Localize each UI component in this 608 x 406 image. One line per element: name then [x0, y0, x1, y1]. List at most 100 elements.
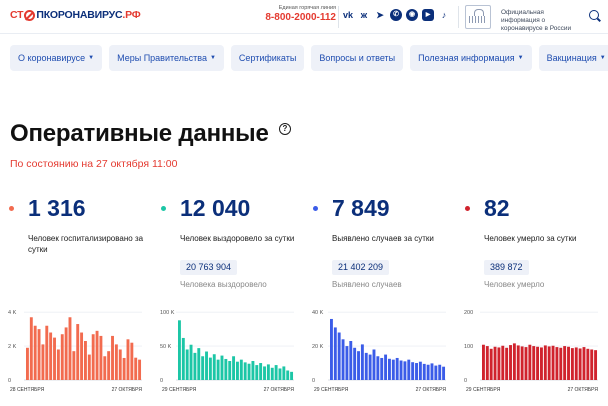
nav-item-1[interactable]: Меры Правительства ▼	[109, 45, 224, 71]
chart-bar[interactable]	[586, 348, 590, 380]
chart-bar[interactable]	[236, 361, 239, 380]
chart-bar[interactable]	[247, 363, 251, 380]
chart-bar[interactable]	[274, 365, 278, 380]
chart-bar[interactable]	[56, 349, 60, 380]
chart-bar[interactable]	[493, 346, 497, 380]
chart-bar[interactable]	[399, 360, 403, 381]
chart-bar[interactable]	[524, 347, 528, 380]
chart-bar[interactable]	[376, 356, 380, 380]
chart-bar[interactable]	[512, 343, 516, 380]
chart-bar[interactable]	[87, 354, 91, 380]
chart-bar[interactable]	[212, 354, 216, 380]
chart-bar[interactable]	[345, 346, 349, 380]
chart-bar[interactable]	[372, 349, 376, 380]
chart-bar[interactable]	[594, 350, 598, 380]
chart-bar[interactable]	[26, 347, 29, 380]
viber-icon[interactable]: ✆	[390, 9, 402, 21]
chart-bar[interactable]	[357, 351, 360, 380]
chart-bar[interactable]	[205, 351, 208, 380]
chart-bar[interactable]	[567, 346, 570, 380]
hotline-phone-link[interactable]: 8-800-2000-112	[265, 12, 336, 23]
chart-bar[interactable]	[126, 339, 130, 380]
government-emblem-icon[interactable]	[465, 5, 491, 29]
chart-bar[interactable]	[364, 352, 368, 380]
chart-bar[interactable]	[485, 346, 489, 380]
chart-bar[interactable]	[391, 359, 395, 380]
chart-bar[interactable]	[107, 351, 111, 380]
chart-bar[interactable]	[582, 347, 586, 380]
chart-bar[interactable]	[68, 317, 72, 380]
chart-bar[interactable]	[415, 363, 418, 380]
chart-bar[interactable]	[536, 346, 540, 380]
chart-bar[interactable]	[438, 364, 442, 380]
chart-bar[interactable]	[418, 361, 422, 380]
chart-bar[interactable]	[540, 347, 543, 380]
chart-bar[interactable]	[337, 332, 341, 380]
chart-bar[interactable]	[263, 366, 266, 380]
chart-bar[interactable]	[208, 357, 212, 380]
chart-bar[interactable]	[360, 344, 364, 380]
chart-bar[interactable]	[520, 346, 524, 380]
chart-bar[interactable]	[118, 349, 122, 380]
chart-bar[interactable]	[189, 344, 193, 380]
chart-bar[interactable]	[330, 318, 333, 380]
chart-bar[interactable]	[482, 344, 485, 380]
chart-bar[interactable]	[578, 348, 582, 380]
chart-bar[interactable]	[563, 346, 567, 380]
chart-bar[interactable]	[353, 347, 357, 380]
chart-bar[interactable]	[516, 345, 520, 380]
chart-bar[interactable]	[80, 332, 84, 380]
chart-bar[interactable]	[551, 345, 555, 380]
chart-bar[interactable]	[501, 345, 505, 380]
chart-bar[interactable]	[411, 362, 415, 380]
chart-bar[interactable]	[270, 367, 274, 380]
chart-bar[interactable]	[532, 346, 536, 380]
chart-bar[interactable]	[368, 354, 372, 380]
chart-bar[interactable]	[380, 357, 384, 380]
chart-bar[interactable]	[555, 347, 559, 380]
chart-bar[interactable]	[266, 364, 270, 380]
site-logo[interactable]: СТ ПКОРОНАВИРУС .РФ	[10, 9, 141, 21]
chart-bar[interactable]	[290, 371, 294, 380]
chart-bar[interactable]	[489, 348, 493, 380]
chart-bar[interactable]	[286, 370, 290, 381]
chart-bar[interactable]	[442, 366, 446, 380]
chart-bar[interactable]	[403, 361, 407, 380]
telegram-icon[interactable]: ➤	[376, 10, 384, 20]
chart-bar[interactable]	[407, 359, 411, 380]
chart-bar[interactable]	[430, 363, 434, 380]
search-icon[interactable]	[589, 10, 599, 20]
chart-bar[interactable]	[130, 342, 134, 380]
chart-bar[interactable]	[197, 348, 201, 380]
chart-bar[interactable]	[29, 317, 33, 380]
messenger-icon[interactable]: ◉	[406, 9, 418, 21]
nav-item-5[interactable]: Вакцинация ▼	[538, 45, 608, 71]
chart-bar[interactable]	[426, 364, 430, 380]
chart-bar[interactable]	[76, 324, 80, 380]
chart-bar[interactable]	[239, 359, 243, 380]
chart-bar[interactable]	[251, 361, 255, 380]
nav-item-3[interactable]: Вопросы и ответы	[311, 45, 404, 71]
chart-bar[interactable]	[282, 366, 286, 380]
chart-bar[interactable]	[497, 347, 501, 380]
chart-bar[interactable]	[193, 352, 197, 380]
chart-bar[interactable]	[259, 363, 263, 380]
chart-bar[interactable]	[64, 327, 68, 380]
chart-bar[interactable]	[547, 346, 551, 380]
nav-item-2[interactable]: Сертификаты	[230, 45, 305, 71]
chart-bar[interactable]	[543, 345, 547, 380]
help-icon[interactable]: ?	[279, 123, 291, 135]
vk-icon[interactable]: vk	[342, 10, 353, 20]
chart-bar[interactable]	[224, 358, 228, 380]
chart-bar[interactable]	[37, 329, 41, 380]
chart-bar[interactable]	[60, 334, 64, 380]
chart-bar[interactable]	[528, 344, 532, 380]
chart-bar[interactable]	[72, 351, 76, 380]
ok-icon[interactable]: ж	[360, 10, 368, 20]
chart-bar[interactable]	[134, 357, 138, 380]
chart-bar[interactable]	[505, 347, 509, 380]
chart-bar[interactable]	[95, 330, 99, 380]
chart-bar[interactable]	[103, 356, 107, 380]
chart-bar[interactable]	[395, 357, 399, 380]
chart-bar[interactable]	[181, 337, 185, 380]
